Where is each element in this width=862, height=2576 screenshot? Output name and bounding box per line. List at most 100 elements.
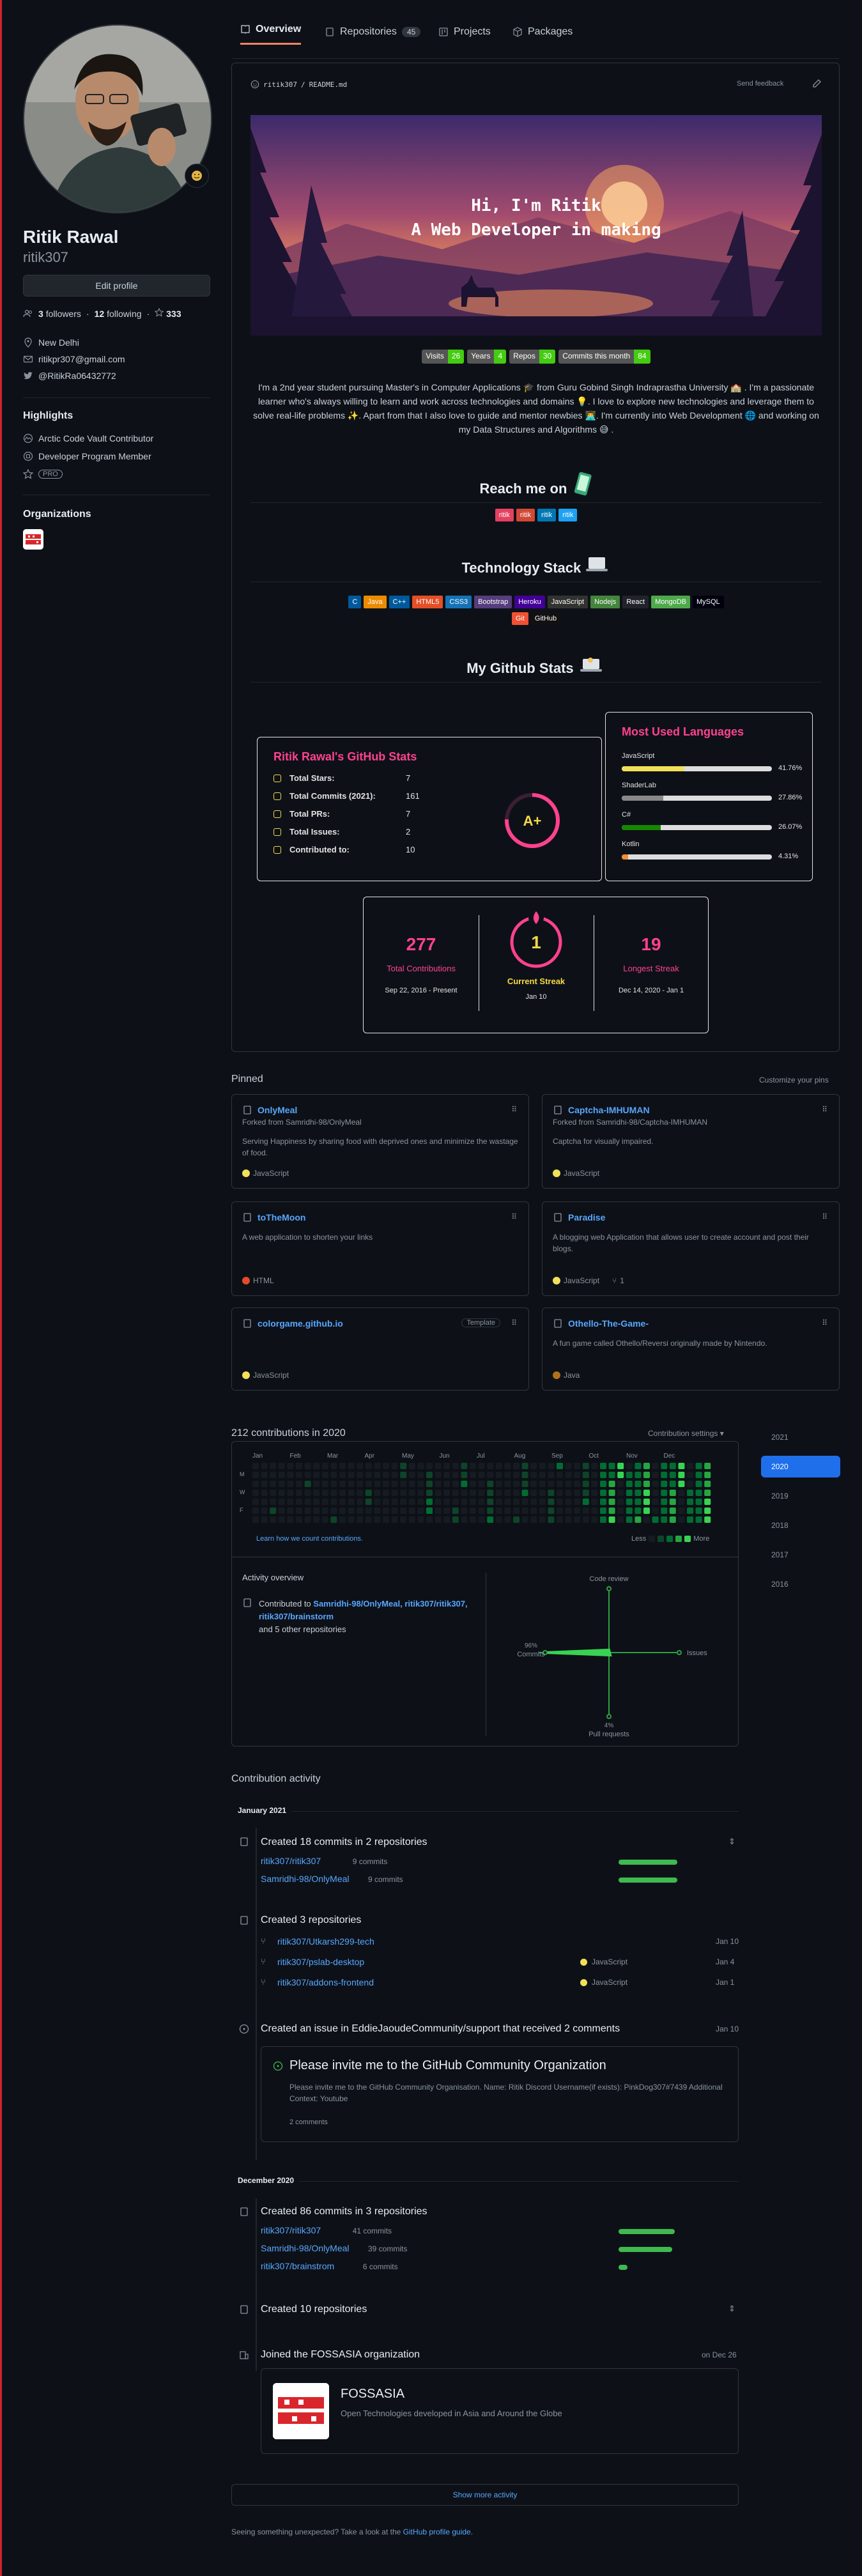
calendar-day-cell[interactable] (426, 1490, 433, 1496)
calendar-day-cell[interactable] (383, 1472, 389, 1478)
calendar-day-cell[interactable] (374, 1499, 381, 1505)
highlight-pro[interactable]: PRO (23, 469, 63, 479)
calendar-day-cell[interactable] (330, 1472, 337, 1478)
calendar-day-cell[interactable] (557, 1463, 563, 1469)
contribution-calendar[interactable]: Jan Feb Mar Apr May Jun Jul Aug Sep Oct Nov Dec M W F (238, 1451, 734, 1554)
calendar-day-cell[interactable] (339, 1516, 346, 1523)
calendar-day-cell[interactable] (669, 1463, 676, 1469)
calendar-day-cell[interactable] (461, 1490, 468, 1496)
social-badge[interactable]: ritik (537, 509, 557, 521)
calendar-day-cell[interactable] (704, 1508, 711, 1514)
calendar-day-cell[interactable] (635, 1490, 642, 1496)
calendar-day-cell[interactable] (539, 1472, 546, 1478)
calendar-day-cell[interactable] (278, 1481, 285, 1487)
calendar-day-cell[interactable] (687, 1490, 693, 1496)
calendar-day-cell[interactable] (661, 1499, 668, 1505)
pinned-repo-name[interactable]: Othello-The-Game- (568, 1318, 649, 1329)
calendar-day-cell[interactable] (365, 1490, 372, 1496)
calendar-day-cell[interactable] (252, 1499, 259, 1505)
calendar-day-cell[interactable] (321, 1481, 328, 1487)
calendar-day-cell[interactable] (435, 1499, 442, 1505)
created-repo-link[interactable]: ritik307/pslab-desktop (277, 1957, 365, 1967)
calendar-day-cell[interactable] (617, 1516, 624, 1523)
calendar-day-cell[interactable] (565, 1490, 572, 1496)
calendar-day-cell[interactable] (608, 1490, 615, 1496)
calendar-day-cell[interactable] (530, 1508, 537, 1514)
calendar-day-cell[interactable] (600, 1490, 606, 1496)
activity-issue-created[interactable]: Created an issue in EddieJaoudeCommunity… (261, 2023, 620, 2034)
calendar-day-cell[interactable] (296, 1516, 302, 1523)
created-repo-link[interactable]: ritik307/addons-frontend (277, 1977, 374, 1987)
calendar-day-cell[interactable] (591, 1508, 598, 1514)
calendar-day-cell[interactable] (643, 1490, 650, 1496)
calendar-day-cell[interactable] (695, 1508, 702, 1514)
calendar-day-cell[interactable] (504, 1481, 511, 1487)
calendar-day-cell[interactable] (530, 1516, 537, 1523)
calendar-day-cell[interactable] (339, 1499, 346, 1505)
calendar-day-cell[interactable] (557, 1481, 563, 1487)
calendar-day-cell[interactable] (487, 1499, 494, 1505)
calendar-day-cell[interactable] (452, 1481, 459, 1487)
calendar-day-cell[interactable] (487, 1516, 494, 1523)
calendar-day-cell[interactable] (383, 1490, 389, 1496)
calendar-day-cell[interactable] (383, 1463, 389, 1469)
year-link-2017[interactable]: 2017 (771, 1550, 789, 1559)
send-feedback-link[interactable]: Send feedback (737, 80, 784, 88)
year-link-2018[interactable]: 2018 (771, 1521, 789, 1530)
calendar-day-cell[interactable] (478, 1463, 485, 1469)
calendar-day-cell[interactable] (652, 1472, 659, 1478)
calendar-day-cell[interactable] (504, 1516, 511, 1523)
calendar-day-cell[interactable] (278, 1472, 285, 1478)
calendar-day-cell[interactable] (313, 1472, 320, 1478)
calendar-day-cell[interactable] (330, 1490, 337, 1496)
calendar-day-cell[interactable] (582, 1490, 589, 1496)
year-link-2021[interactable]: 2021 (771, 1433, 789, 1442)
calendar-day-cell[interactable] (461, 1472, 468, 1478)
calendar-day-cell[interactable] (504, 1499, 511, 1505)
calendar-day-cell[interactable] (400, 1508, 407, 1514)
calendar-day-cell[interactable] (521, 1481, 528, 1487)
calendar-day-cell[interactable] (487, 1463, 494, 1469)
calendar-day-cell[interactable] (330, 1508, 337, 1514)
pinned-repo-name[interactable]: toTheMoon (258, 1212, 306, 1222)
calendar-day-cell[interactable] (608, 1508, 615, 1514)
calendar-day-cell[interactable] (365, 1481, 372, 1487)
calendar-day-cell[interactable] (617, 1472, 624, 1478)
calendar-day-cell[interactable] (669, 1508, 676, 1514)
calendar-day-cell[interactable] (321, 1508, 328, 1514)
calendar-day-cell[interactable] (643, 1463, 650, 1469)
activity-created-repos-jan[interactable]: Created 3 repositories (261, 1915, 362, 1925)
calendar-day-cell[interactable] (426, 1516, 433, 1523)
commit-repo-link[interactable]: ritik307/ritik307 (261, 1856, 321, 1866)
highlight-arctic[interactable]: Arctic Code Vault Contributor (23, 433, 153, 443)
calendar-day-cell[interactable] (252, 1516, 259, 1523)
customize-pins-link[interactable]: Customize your pins (759, 1076, 829, 1084)
calendar-day-cell[interactable] (435, 1481, 442, 1487)
calendar-day-cell[interactable] (617, 1508, 624, 1514)
calendar-day-cell[interactable] (504, 1472, 511, 1478)
calendar-day-cell[interactable] (417, 1508, 424, 1514)
drag-handle-icon[interactable]: ⠿ (822, 1105, 827, 1114)
calendar-day-cell[interactable] (443, 1516, 450, 1523)
calendar-day-cell[interactable] (591, 1516, 598, 1523)
calendar-day-cell[interactable] (270, 1499, 277, 1505)
calendar-day-cell[interactable] (678, 1508, 685, 1514)
calendar-day-cell[interactable] (617, 1490, 624, 1496)
activity-joined-org[interactable]: Joined the FOSSASIA organization (261, 2349, 420, 2360)
calendar-day-cell[interactable] (539, 1463, 546, 1469)
tab-packages[interactable]: Packages (512, 19, 573, 45)
calendar-day-cell[interactable] (252, 1463, 259, 1469)
calendar-day-cell[interactable] (652, 1516, 659, 1523)
calendar-day-cell[interactable] (435, 1472, 442, 1478)
calendar-day-cell[interactable] (270, 1472, 277, 1478)
calendar-day-cell[interactable] (626, 1481, 633, 1487)
calendar-day-cell[interactable] (600, 1499, 606, 1505)
calendar-day-cell[interactable] (470, 1508, 476, 1514)
calendar-day-cell[interactable] (252, 1481, 259, 1487)
email-link[interactable]: ritikpr307@gmail.com (38, 354, 125, 364)
calendar-day-cell[interactable] (513, 1499, 520, 1505)
calendar-day-cell[interactable] (661, 1490, 668, 1496)
calendar-day-cell[interactable] (270, 1481, 277, 1487)
calendar-day-cell[interactable] (565, 1508, 572, 1514)
calendar-day-cell[interactable] (548, 1508, 555, 1514)
